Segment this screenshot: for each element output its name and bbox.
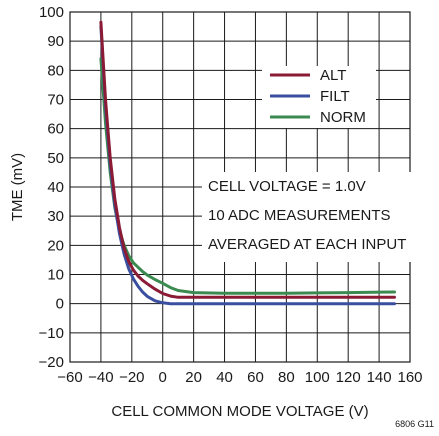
- y-tick-label: 20: [47, 237, 64, 254]
- y-tick-label: −20: [39, 354, 64, 371]
- annotation-line: 10 ADC MEASUREMENTS: [208, 207, 391, 224]
- y-tick-label: 40: [47, 179, 64, 196]
- x-tick-label: 100: [305, 369, 330, 386]
- x-tick-label: 120: [336, 369, 361, 386]
- y-tick-label: 60: [47, 121, 64, 138]
- x-tick-label: 60: [247, 369, 264, 386]
- y-tick-label: 30: [47, 208, 64, 225]
- series-line-alt: [99, 20, 396, 299]
- legend-label-norm: NORM: [320, 109, 366, 126]
- x-tick-label: −20: [119, 369, 144, 386]
- y-tick-label: 70: [47, 92, 64, 109]
- y-tick-label: 10: [47, 267, 64, 284]
- x-tick-label: 0: [159, 369, 167, 386]
- annotation-line: CELL VOLTAGE = 1.0V: [208, 178, 366, 195]
- y-tick-label: 100: [39, 4, 64, 21]
- x-tick-label: 140: [367, 369, 392, 386]
- annotation-line: AVERAGED AT EACH INPUT: [208, 236, 406, 253]
- legend: ALT FILT NORM: [262, 66, 376, 128]
- y-tick-label: 0: [56, 296, 64, 313]
- y-axis-title: TME (mV): [9, 153, 26, 221]
- figure-id: 6806 G11: [395, 419, 434, 429]
- y-tick-label: 90: [47, 33, 64, 50]
- legend-label-alt: ALT: [320, 67, 346, 84]
- x-tick-label: 20: [185, 369, 202, 386]
- legend-label-filt: FILT: [320, 88, 350, 105]
- x-axis-title: CELL COMMON MODE VOLTAGE (V): [111, 403, 368, 420]
- tick-labels: −60 −40 −20 0 20 40 60 80 100 120 140 160 −20 −10 0 10 2…: [39, 4, 423, 386]
- annotation: CELL VOLTAGE = 1.0V 10 ADC MEASUREMENTS AV…: [202, 172, 416, 262]
- y-tick-label: −10: [39, 325, 64, 342]
- x-tick-label: −60: [57, 369, 82, 386]
- y-tick-label: 50: [47, 150, 64, 167]
- x-tick-label: −40: [88, 369, 113, 386]
- x-tick-label: 160: [397, 369, 422, 386]
- x-tick-label: 40: [216, 369, 233, 386]
- annotation-background: [202, 172, 416, 262]
- y-tick-label: 80: [47, 62, 64, 79]
- x-tick-label: 80: [278, 369, 295, 386]
- series-lines: [99, 20, 396, 306]
